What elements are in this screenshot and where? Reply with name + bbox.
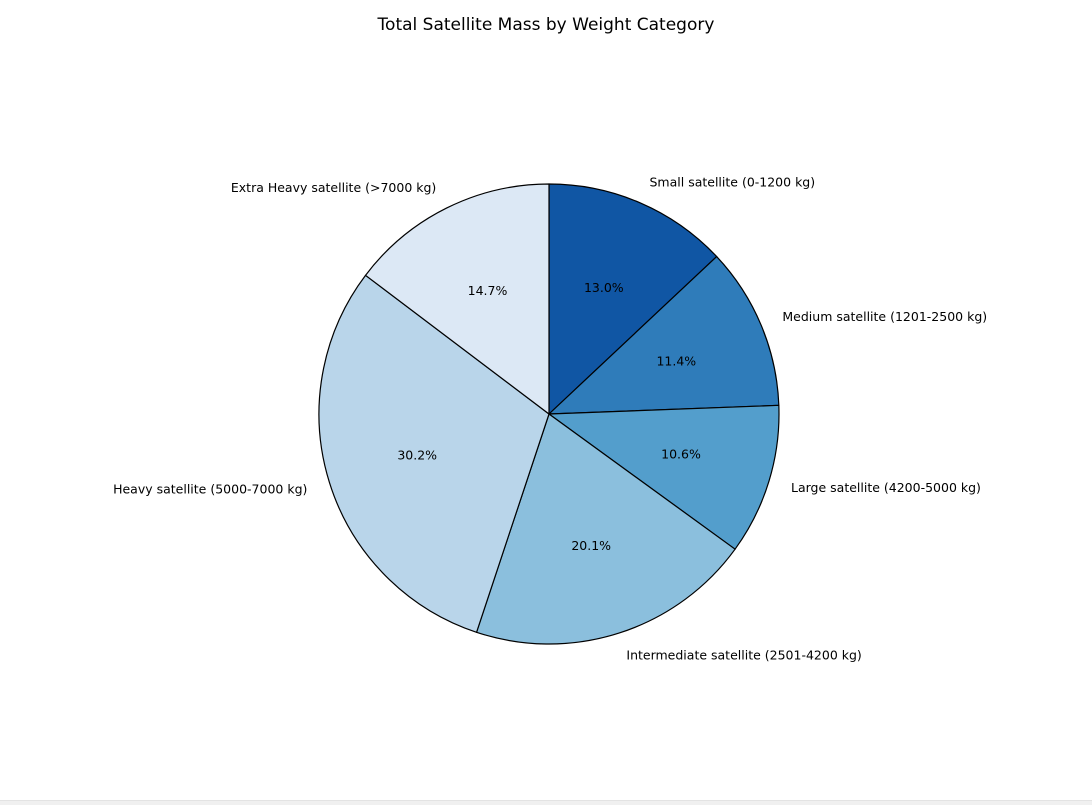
pie-slice-label: Heavy satellite (5000-7000 kg)	[113, 482, 307, 497]
pie-slice-pct-label: 14.7%	[468, 283, 508, 298]
pie-slice-label: Intermediate satellite (2501-4200 kg)	[626, 647, 861, 662]
pie-slice	[318, 274, 550, 633]
pie-slice-pct-label: 13.0%	[584, 280, 624, 295]
pie-slice	[475, 413, 736, 645]
pie-slice-pct-label: 11.4%	[656, 353, 696, 368]
chart-title: Total Satellite Mass by Weight Category	[377, 15, 715, 35]
pie-slice	[364, 183, 550, 415]
pie-slice-pct-label: 30.2%	[397, 448, 437, 463]
pie-slice	[548, 255, 780, 415]
pie-slice-label: Large satellite (4200-5000 kg)	[791, 480, 981, 495]
pie-slice-label: Extra Heavy satellite (>7000 kg)	[231, 180, 436, 195]
pie-slice-pct-label: 10.6%	[661, 447, 701, 462]
window-bottom-edge	[0, 800, 1092, 805]
pie-slice	[548, 183, 718, 415]
pie-slice	[548, 404, 780, 550]
pie-slice-label: Medium satellite (1201-2500 kg)	[782, 309, 987, 324]
pie-slice-label: Small satellite (0-1200 kg)	[650, 174, 816, 189]
pie-slice-pct-label: 20.1%	[571, 538, 611, 553]
